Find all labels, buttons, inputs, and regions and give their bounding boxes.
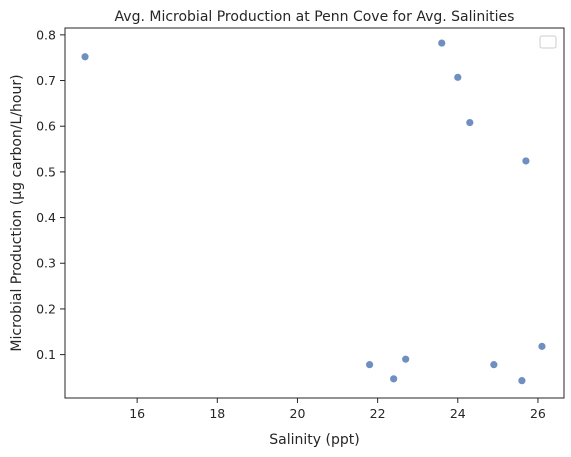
x-tick-label: 16 [129,406,145,421]
data-point [489,360,499,369]
legend-box [539,35,557,49]
data-point [80,52,90,61]
chart-title: Avg. Microbial Production at Penn Cove f… [115,9,515,25]
data-point [365,360,374,369]
data-point [517,376,527,385]
y-tick-label: 0.5 [36,164,56,179]
data-point [537,342,547,351]
x-tick-label: 20 [290,406,306,421]
x-tick-label: 18 [209,406,225,421]
y-tick-label: 0.1 [36,347,56,362]
data-points [80,38,547,385]
y-tick-label: 0.4 [36,210,56,225]
y-axis: 0.1 0.2 0.3 0.4 0.5 0.6 0.7 0.8 [36,27,65,362]
y-axis-label: Microbial Production (µg carbon/L/hour) [9,74,25,351]
data-point [401,354,410,364]
y-tick-label: 0.3 [36,256,56,271]
data-point [453,73,462,82]
y-tick-label: 0.2 [36,301,56,316]
x-tick-label: 22 [370,406,386,421]
x-axis-label: Salinity (ppt) [269,432,359,448]
plot-frame [64,27,565,399]
data-point [521,156,531,166]
x-tick-label: 26 [530,406,546,421]
plot-area [64,27,565,399]
data-point [437,38,446,48]
y-tick-label: 0.7 [36,73,56,88]
x-axis: 16 18 20 22 24 26 [129,398,546,421]
y-tick-label: 0.8 [36,27,56,42]
x-tick-label: 24 [450,406,466,421]
y-tick-label: 0.6 [36,119,56,134]
data-point [389,374,398,384]
data-point [465,118,475,127]
